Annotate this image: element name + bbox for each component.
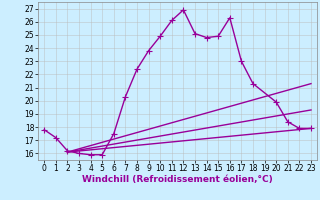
- X-axis label: Windchill (Refroidissement éolien,°C): Windchill (Refroidissement éolien,°C): [82, 175, 273, 184]
